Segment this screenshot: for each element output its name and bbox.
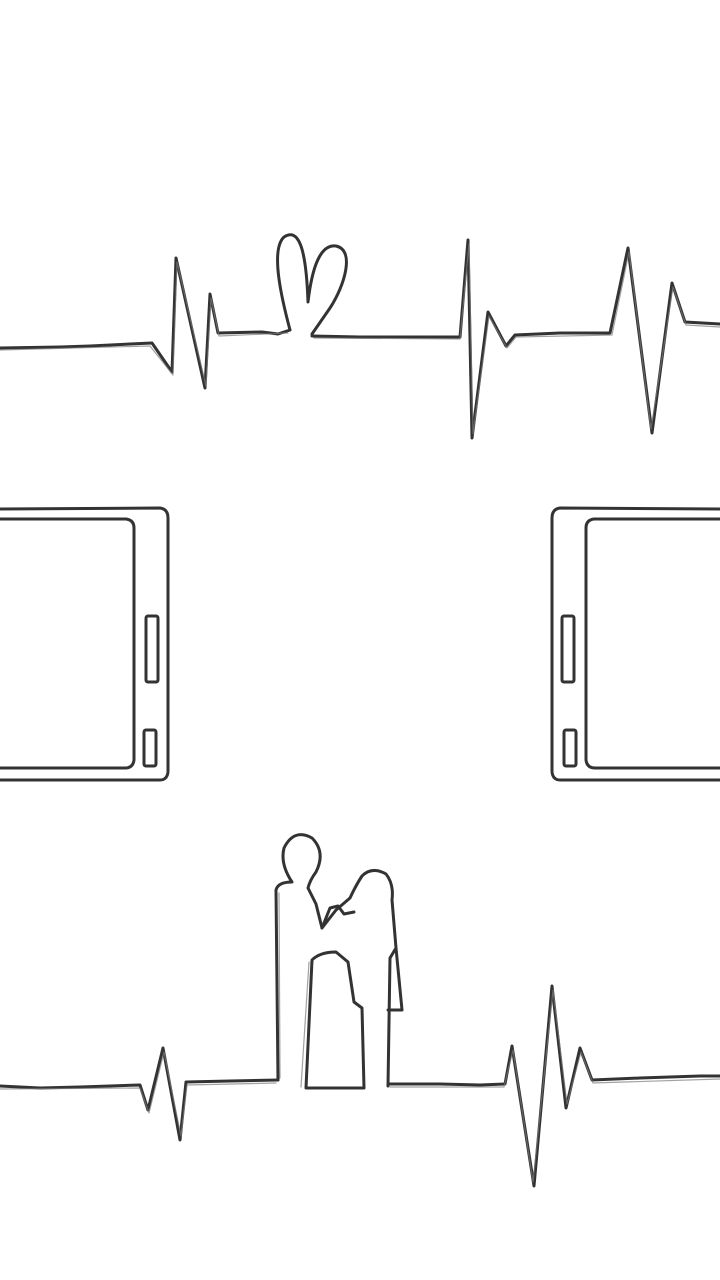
right-frame-inner bbox=[584, 517, 720, 770]
couple-silhouette-icon bbox=[274, 833, 404, 1090]
bottom-heartbeat-line-icon bbox=[0, 833, 720, 1188]
bottom-heartbeat-left-segment bbox=[0, 1046, 280, 1142]
right-frame-outer bbox=[550, 506, 720, 782]
top-heartbeat-shadow bbox=[0, 243, 720, 435]
left-frame-side-button-short bbox=[142, 728, 158, 768]
left-phone-frame-icon bbox=[0, 506, 170, 782]
bottom-heartbeat-right-segment bbox=[386, 984, 720, 1188]
bottom-heartbeat-shadow bbox=[0, 892, 720, 1183]
right-phone-frame-icon bbox=[550, 506, 720, 782]
right-frame-side-button-long bbox=[560, 614, 576, 684]
couple-hand-detail bbox=[320, 904, 356, 930]
left-frame-side-button-long bbox=[144, 614, 160, 684]
left-frame-outer bbox=[0, 506, 170, 782]
right-frame-side-button-short bbox=[562, 728, 578, 768]
top-heartbeat-left-segment bbox=[0, 256, 292, 390]
heart-icon bbox=[276, 233, 348, 336]
left-frame-inner bbox=[0, 517, 136, 770]
